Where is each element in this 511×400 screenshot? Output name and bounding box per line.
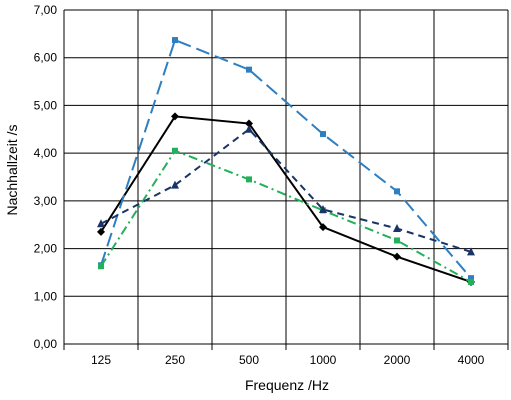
data-point: [172, 37, 178, 44]
x-tick-label: 250: [165, 353, 185, 367]
data-point: [172, 147, 178, 154]
data-point: [468, 275, 474, 282]
x-tick-label: 500: [239, 353, 259, 367]
data-point: [245, 124, 253, 133]
data-point: [246, 176, 252, 183]
series-lines: [97, 37, 475, 286]
grid: [63, 9, 509, 350]
y-tick-label: 0,00: [34, 337, 58, 351]
data-point: [320, 131, 326, 138]
y-tick-label: 1,00: [34, 289, 58, 303]
y-tick-label: 5,00: [34, 98, 58, 112]
series-line-3: [100, 127, 472, 253]
data-point: [171, 180, 179, 189]
x-tick-labels: 125 250 500 1000 2000 4000: [91, 353, 485, 367]
data-point: [319, 204, 327, 213]
y-tick-label: 6,00: [34, 51, 58, 65]
x-tick-label: 4000: [458, 353, 485, 367]
data-point: [98, 263, 104, 270]
y-tick-label: 7,00: [34, 3, 58, 17]
series-3: [97, 124, 475, 256]
data-point: [394, 188, 400, 195]
series-line-1: [100, 38, 472, 279]
y-tick-labels: 0,00 1,00 2,00 3,00 4,00 5,00 6,00 7,00: [34, 3, 58, 351]
y-tick-label: 2,00: [34, 242, 58, 256]
series-line-0: [100, 115, 472, 283]
series-line-2: [100, 149, 472, 283]
data-point: [319, 223, 327, 232]
data-point: [97, 219, 105, 228]
data-point: [393, 252, 401, 261]
data-point: [394, 237, 400, 244]
data-point: [467, 247, 475, 256]
data-point: [246, 66, 252, 73]
x-tick-label: 125: [91, 353, 111, 367]
y-tick-label: 4,00: [34, 146, 58, 160]
data-point: [245, 119, 253, 128]
data-point: [468, 278, 474, 285]
x-axis-title: Frequenz /Hz: [245, 377, 329, 393]
y-tick-label: 3,00: [34, 194, 58, 208]
y-axis-title: Nachhallzeit /s: [4, 124, 20, 215]
data-point: [393, 224, 401, 233]
x-tick-label: 2000: [384, 353, 411, 367]
data-point: [171, 112, 179, 121]
x-tick-label: 1000: [310, 353, 337, 367]
data-point: [97, 227, 105, 236]
